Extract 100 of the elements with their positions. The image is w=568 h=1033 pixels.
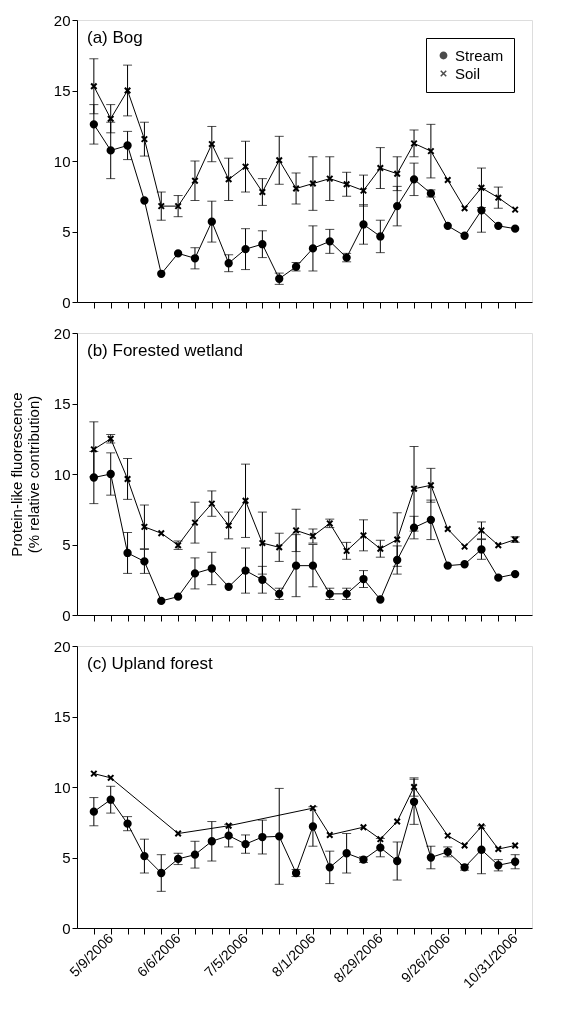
point [376, 544, 385, 553]
point [140, 557, 149, 566]
point [444, 525, 452, 533]
y-tick-label: 20 [53, 11, 71, 29]
point [325, 237, 334, 246]
point [89, 807, 99, 816]
point [241, 244, 250, 254]
legend-label: Soil [455, 64, 481, 82]
point [409, 523, 419, 532]
point [174, 202, 182, 210]
point [190, 254, 200, 263]
point [426, 515, 436, 524]
point [460, 231, 469, 240]
y-axis-title: Protein-like fluorescence (% relative contribution) [7, 392, 42, 557]
point [359, 574, 368, 584]
point [106, 795, 115, 804]
y-tick-label: 20 [53, 637, 71, 655]
point [359, 220, 368, 229]
point [106, 469, 115, 479]
point [510, 224, 520, 233]
point [510, 857, 520, 866]
chart-title: (a) Bog [87, 28, 143, 47]
point [140, 851, 149, 861]
point [207, 837, 216, 846]
point [460, 204, 469, 212]
point [376, 232, 385, 241]
point [460, 560, 469, 569]
point [359, 531, 368, 540]
point [460, 841, 469, 850]
point [224, 175, 233, 184]
y-tick-label: 15 [53, 395, 71, 412]
point [191, 177, 199, 185]
y-tick-label: 10 [53, 778, 71, 796]
point [174, 829, 182, 838]
point [258, 240, 267, 249]
point [173, 592, 183, 601]
point [494, 573, 503, 582]
chart-title: (c) Upland forest [87, 654, 213, 673]
y-tick-label: 0 [62, 606, 71, 624]
y-tick-label: 0 [62, 293, 71, 311]
point [241, 839, 250, 849]
point [308, 822, 318, 831]
point [258, 188, 267, 196]
point [444, 831, 452, 840]
point [510, 569, 520, 579]
point [426, 853, 436, 862]
point [444, 176, 452, 184]
point [308, 244, 318, 253]
point [409, 175, 419, 184]
point [325, 863, 334, 872]
y-tick-label: 10 [53, 465, 71, 483]
point [258, 832, 267, 842]
point [460, 542, 469, 551]
point [410, 783, 418, 791]
point [477, 526, 486, 535]
y-tick-label: 5 [62, 849, 71, 866]
point [376, 164, 385, 172]
point [393, 535, 401, 544]
point [241, 162, 250, 171]
point [494, 193, 503, 202]
point [123, 548, 132, 558]
point [173, 249, 183, 258]
point [342, 849, 351, 858]
y-tick-label: 10 [53, 152, 71, 170]
y-tick-label: 5 [62, 536, 71, 553]
point [494, 221, 503, 231]
point [477, 845, 486, 854]
point [106, 114, 115, 123]
y-tick-label: 15 [53, 82, 71, 99]
point [494, 845, 503, 853]
point [393, 555, 402, 565]
point [443, 561, 452, 570]
point [157, 202, 165, 210]
point [477, 545, 486, 554]
point [157, 269, 166, 278]
point [308, 561, 318, 570]
point [427, 481, 435, 490]
point [410, 485, 418, 493]
point [326, 831, 334, 839]
point [477, 206, 486, 215]
point [241, 566, 250, 575]
point [224, 521, 233, 530]
point [208, 140, 216, 148]
point [359, 186, 368, 195]
point [393, 817, 401, 826]
point [326, 174, 334, 183]
chart-title: (b) Forested wetland [87, 341, 243, 360]
y-tick-label: 15 [53, 708, 71, 725]
point [376, 843, 385, 852]
point [123, 819, 132, 828]
point [89, 120, 99, 129]
point [393, 856, 402, 866]
point [89, 473, 99, 482]
y-tick-label: 0 [62, 919, 71, 937]
point [190, 850, 200, 859]
point [190, 569, 200, 578]
point [241, 497, 250, 505]
legend-label: Stream [455, 46, 504, 64]
point [224, 259, 233, 268]
point [309, 532, 317, 540]
